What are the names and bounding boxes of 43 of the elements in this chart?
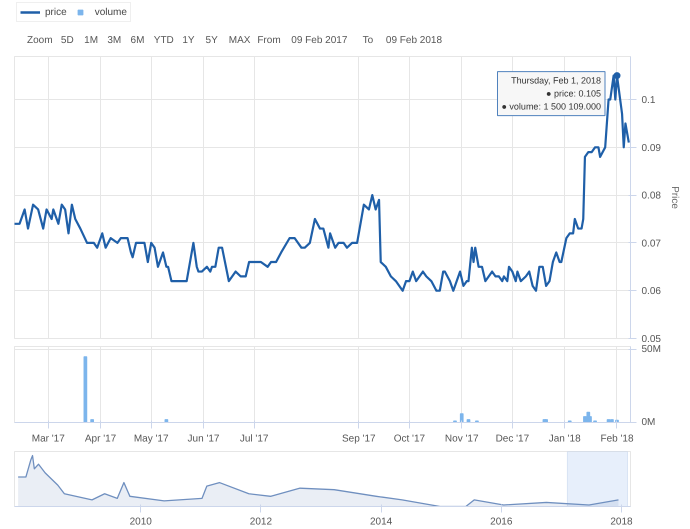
text: Zoom: [27, 35, 53, 46]
x-tick-label: Dec '17: [496, 434, 530, 444]
annotation: Thursday, Feb 1, 2018 ● price: 0.105 ● volume: 1 500 109.000: [501, 76, 602, 112]
x-tick-label: Mar '17: [32, 434, 66, 444]
text: To: [362, 35, 374, 46]
text: 3M: [107, 35, 122, 46]
x-tick-label: Feb '18: [600, 434, 634, 444]
x-tick-label: 2018: [610, 516, 634, 528]
text: MAX: [228, 35, 251, 46]
text: From: [257, 35, 281, 46]
y-tick-label: 0M: [642, 417, 656, 428]
x-tick-label: Jan '18: [548, 434, 582, 444]
x-tick-label: Oct '17: [394, 434, 426, 444]
text: 1M: [84, 35, 98, 46]
text: 5Y: [206, 35, 218, 46]
x-tick-label: 2010: [130, 516, 152, 528]
text: 6M: [130, 35, 144, 46]
x-tick-label: 2016: [490, 516, 513, 528]
x-tick-label: 2014: [370, 516, 393, 528]
bar: [466, 419, 470, 422]
legend-label: price: [45, 6, 67, 18]
bar: [84, 356, 88, 422]
x-tick-label: Jun '17: [188, 434, 220, 444]
x-tick-label: May '17: [134, 434, 169, 444]
text: 09 Feb 2018: [386, 35, 442, 46]
y-tick-label: 0.05: [642, 334, 662, 345]
text: 1Y: [182, 35, 195, 46]
text: 09 Feb 2017: [291, 35, 348, 46]
y-tick-label: 0.06: [642, 286, 662, 298]
y-tick-label: 50M: [642, 344, 661, 355]
legend-label: volume: [94, 6, 127, 18]
y-tick-label: 0.08: [642, 190, 662, 202]
y-tick-label: 0.07: [642, 238, 662, 250]
x-tick-label: Jul '17: [240, 434, 269, 444]
y-tick-label: 0.1: [642, 95, 656, 106]
x-tick-label: Apr '17: [84, 434, 117, 444]
text: 5D: [60, 35, 74, 46]
x-tick-label: Nov '17: [444, 434, 479, 444]
y-tick-label: 0.09: [642, 142, 662, 154]
x-tick-label: 2012: [250, 516, 272, 528]
x-tick-label: Sep '17: [342, 434, 376, 444]
y-axis-title: Price: [668, 186, 680, 210]
text: YTD: [154, 35, 174, 46]
